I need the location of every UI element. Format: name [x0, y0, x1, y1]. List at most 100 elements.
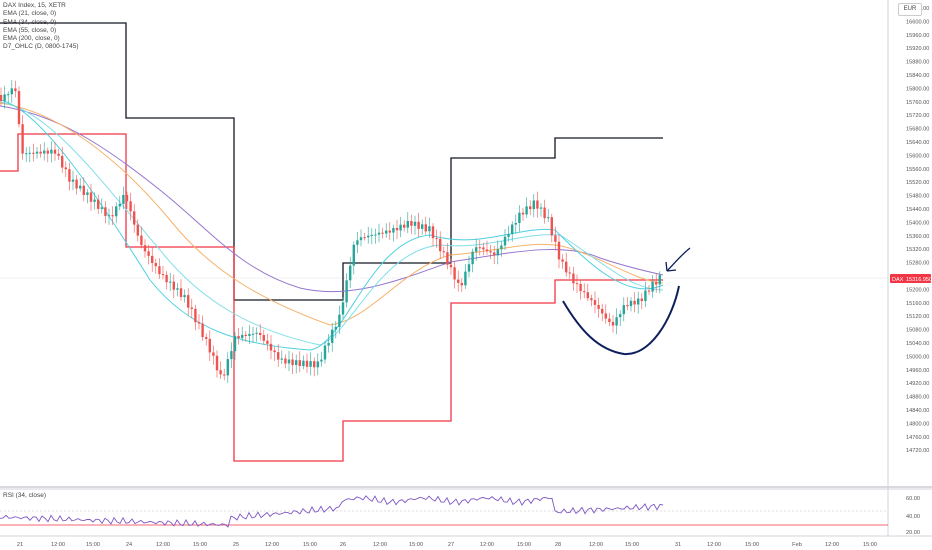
candle-body [111, 215, 114, 217]
candle-body [25, 153, 28, 155]
candle-body [529, 206, 532, 210]
candle-body [143, 245, 147, 252]
candle-body [622, 305, 625, 315]
time-tick: 15:00 [745, 542, 759, 548]
candle-body [442, 251, 445, 253]
price-tick: 15760.00 [906, 100, 929, 106]
candle-body [478, 247, 481, 249]
candle-body [226, 359, 229, 376]
candle-body [349, 265, 352, 281]
price-tick: 15640.00 [906, 140, 929, 146]
candle-body [158, 266, 161, 275]
ohlc-high-line [0, 22, 663, 301]
rsi-legend[interactable]: RSI (34, close) [3, 492, 46, 499]
candle-body [413, 221, 417, 226]
candle-body [532, 200, 535, 210]
candle-body [46, 150, 49, 154]
arrow-annotation[interactable] [665, 247, 691, 272]
candle-body [424, 224, 427, 232]
candle-body [359, 237, 363, 241]
candle-body [435, 238, 438, 240]
candle-body [161, 274, 165, 276]
candle-body [619, 314, 622, 318]
candle-body [428, 226, 431, 232]
current-price-badge [890, 274, 931, 283]
candle-body [521, 212, 525, 215]
time-tick: 15:00 [86, 542, 100, 548]
candle-body [122, 194, 125, 204]
candle-body [431, 226, 435, 239]
currency-button[interactable]: EUR [898, 3, 922, 16]
time-axis[interactable]: 21 12:00 15:00 24 12:00 15:00 25 12:00 15:00 26 12… [17, 542, 877, 548]
time-tick: 15:00 [303, 542, 317, 548]
candle-body [370, 234, 373, 236]
price-tick: 15840.00 [906, 73, 929, 79]
price-tick: 15520.00 [906, 180, 929, 186]
candle-body [219, 370, 222, 375]
candle-body [583, 291, 586, 293]
candle-body [176, 288, 179, 290]
candle-body [10, 88, 13, 95]
candle-body [421, 224, 424, 229]
time-tick: 12:00 [589, 542, 603, 548]
candle-body [597, 305, 600, 309]
candle-body [237, 335, 240, 338]
candle-body [604, 313, 607, 319]
candle-body [496, 249, 499, 256]
curve-annotation[interactable] [562, 285, 680, 356]
candle-body [115, 206, 118, 217]
candle-body [291, 359, 294, 365]
candle-body [223, 374, 226, 376]
candle-body [50, 149, 53, 154]
candle-body [482, 247, 485, 250]
candle-body [129, 201, 132, 212]
candle-body [266, 340, 269, 344]
candle-body [64, 167, 67, 170]
price-tick: 15920.00 [906, 46, 929, 52]
price-tick: 15160.00 [906, 301, 929, 307]
candle-body [287, 359, 291, 364]
price-tick: 15040.00 [906, 341, 929, 347]
ema200-line [0, 105, 664, 293]
candle-body [17, 91, 21, 125]
time-tick: 15:00 [517, 542, 531, 548]
candle-body [485, 249, 489, 252]
candle-body [244, 334, 247, 336]
candle-body [467, 264, 471, 272]
legend-ema55[interactable]: EMA (55, close, 0) [3, 26, 57, 34]
candle-body [57, 153, 60, 156]
candle-body [525, 206, 528, 215]
candle-body [471, 251, 474, 265]
candle-body [305, 360, 309, 367]
candle-body [151, 255, 154, 263]
candle-body [381, 232, 384, 234]
candle-body [611, 322, 615, 326]
candle-body [68, 169, 71, 182]
candle-body [169, 281, 172, 283]
candle-body [79, 185, 82, 189]
price-tick: 16600.00 [906, 19, 929, 25]
candle-body [500, 245, 503, 250]
legend-ohlc[interactable]: D7_OHLC (D, 0800-1745) [3, 43, 79, 51]
legend-title[interactable]: DAX Index, 15, XETR [3, 2, 66, 9]
candle-body [295, 360, 298, 365]
candle-body [543, 207, 546, 219]
legend-ema200[interactable]: EMA (200, close, 0) [3, 35, 60, 43]
time-tick: 12:00 [707, 542, 721, 548]
candle-body [35, 151, 39, 154]
time-tick: 27 [448, 542, 454, 548]
legend-ema21[interactable]: EMA (21, close, 0) [3, 10, 57, 18]
price-tick: 15440.00 [906, 207, 929, 213]
candle-body [374, 234, 377, 236]
candle-body [403, 224, 406, 228]
candle-body [651, 281, 654, 292]
candle-body [201, 323, 204, 338]
candle-body [518, 212, 521, 223]
price-axis[interactable]: 16680.0016600.0015960.0015920.0015880.00… [906, 6, 929, 454]
legend-ema34[interactable]: EMA (34, close, 0) [3, 18, 57, 26]
candle-body [32, 152, 35, 154]
candle-body [503, 236, 507, 246]
candle-body [539, 207, 543, 209]
price-tick: 14920.00 [906, 381, 929, 387]
